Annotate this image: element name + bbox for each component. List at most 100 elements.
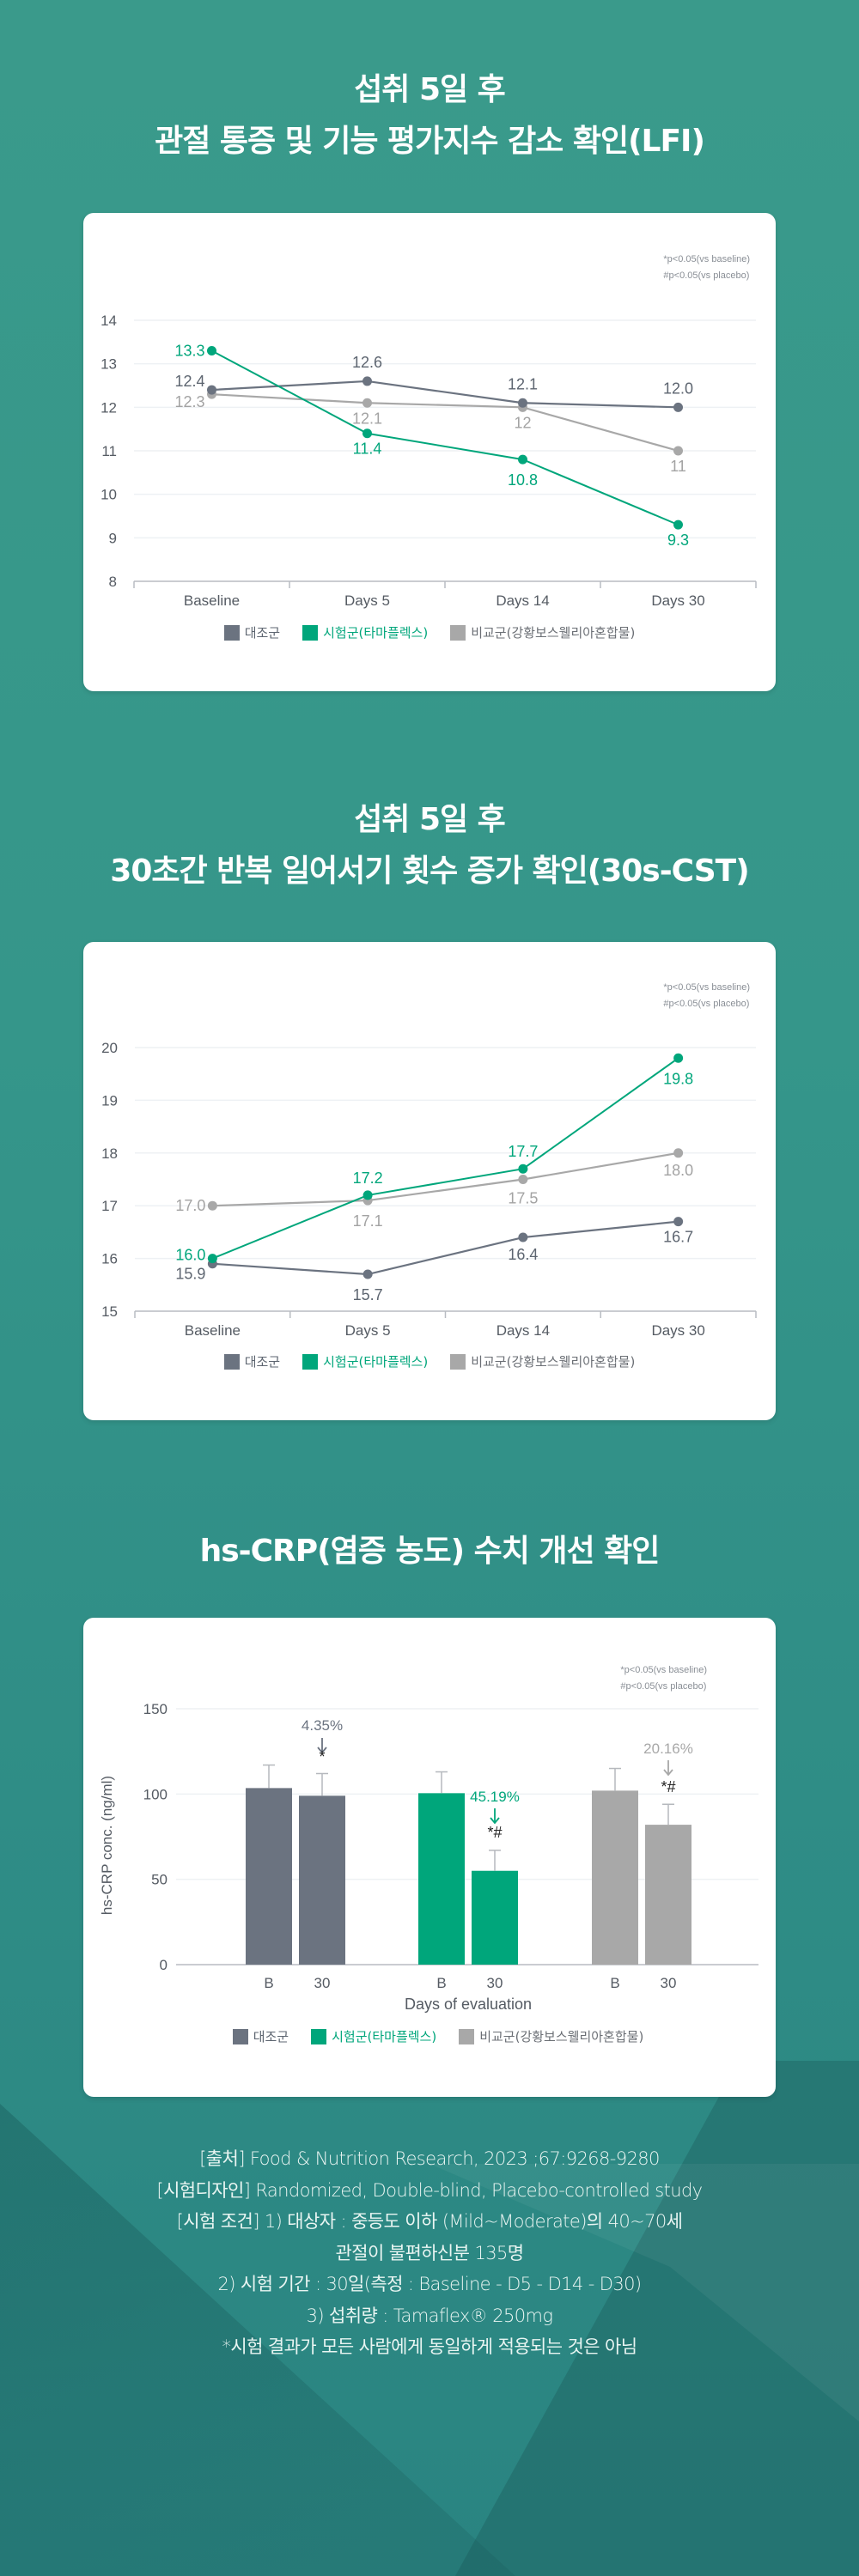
x-tick-label: Days 30	[651, 1322, 704, 1339]
study-conditions-subjects: [시험 조건] 1) 대상자 : 중등도 이하 (Mild~Moderate)의…	[176, 2211, 683, 2232]
data-point	[362, 428, 372, 439]
chart-legend: 대조군 시험군(타마플렉스) 비교군(강황보스웰리아혼합물)	[83, 1352, 776, 1370]
bar	[246, 1788, 292, 1965]
x-tick-label: 30	[661, 1975, 677, 1991]
line-chart-30s-cst: 15 16 17 18 19 20 Baseline Days 5 Days 14 Days 30…	[101, 1040, 757, 1339]
y-tick-label: 11	[101, 443, 117, 459]
title-line-1: 섭취 5일 후	[354, 72, 506, 107]
sig-note-placebo: #p<0.05(vs placebo)	[663, 270, 750, 281]
bar	[645, 1825, 691, 1965]
legend-swatch-test	[302, 1353, 319, 1370]
legend-item-test: 시험군(타마플렉스)	[302, 1352, 428, 1370]
x-tick-label: Days 30	[651, 592, 704, 609]
data-point	[518, 1175, 528, 1184]
y-tick-label: 14	[101, 313, 117, 329]
bar	[592, 1790, 638, 1965]
section-title-30s-cst: 섭취 5일 후 30초간 반복 일어서기 횟수 증가 확인(30s-CST)	[0, 794, 859, 897]
series-line	[212, 1151, 679, 1207]
section-title-lfi: 섭취 5일 후 관절 통증 및 기능 평가지수 감소 확인(LFI)	[0, 64, 859, 167]
data-label: 18.0	[663, 1162, 693, 1179]
legend-item-control: 대조군	[223, 1352, 281, 1370]
bar	[472, 1870, 518, 1965]
legend-swatch-comparison	[459, 2028, 475, 2044]
legend-item-comparison: 비교군(강황보스웰리아혼합물)	[450, 623, 635, 641]
series-line	[211, 1057, 679, 1260]
x-tick-label: Baseline	[184, 592, 240, 609]
y-tick-label: 100	[143, 1786, 168, 1802]
data-label: 17.2	[353, 1170, 383, 1187]
x-tick-label: 30	[487, 1975, 503, 1991]
data-point	[673, 446, 683, 456]
x-tick-label: B	[610, 1975, 619, 1991]
y-tick-label: 0	[160, 1957, 168, 1973]
y-tick-label: 150	[143, 1701, 168, 1717]
bar	[299, 1795, 345, 1965]
study-info-footer: [출처] Food & Nutrition Research, 2023 ;67…	[0, 2143, 859, 2363]
title-line-2: 관절 통증 및 기능 평가지수 감소 확인(LFI)	[155, 124, 705, 159]
y-tick-label: 18	[101, 1145, 118, 1162]
x-axis-label: Days of evaluation	[405, 1996, 532, 2013]
y-tick-label: 19	[101, 1092, 118, 1109]
legend-label-test: 시험군(타마플렉스)	[332, 2029, 437, 2044]
study-design: [시험디자인] Randomized, Double-blind, Placeb…	[156, 2179, 703, 2201]
legend-swatch-test	[311, 2028, 327, 2044]
legend-item-comparison: 비교군(강황보스웰리아혼합물)	[450, 1352, 635, 1370]
sig-note-placebo: #p<0.05(vs placebo)	[620, 1681, 707, 1692]
sig-note-baseline: *p<0.05(vs baseline)	[620, 1665, 707, 1675]
data-point	[673, 1148, 684, 1158]
y-tick-label: 13	[101, 356, 117, 373]
significance-note: *p<0.05(vs baseline) #p<0.05(vs placebo)	[620, 1662, 707, 1695]
data-label: 12.1	[508, 375, 538, 392]
legend-label-control: 대조군	[244, 625, 281, 641]
title-line-2: 30초간 반복 일어서기 횟수 증가 확인(30s-CST)	[110, 854, 749, 889]
data-point	[362, 398, 372, 408]
percent-change-label: 4.35%	[302, 1717, 343, 1734]
legend-label-comparison: 비교군(강황보스웰리아혼합물)	[471, 625, 636, 641]
chart-legend: 대조군 시험군(타마플렉스) 비교군(강황보스웰리아혼합물)	[83, 623, 776, 641]
data-label: 12.4	[174, 373, 204, 390]
x-tick-label: 30	[314, 1975, 331, 1991]
source-citation: [출처] Food & Nutrition Research, 2023 ;67…	[199, 2148, 660, 2169]
data-point	[207, 1254, 217, 1264]
y-tick-label: 8	[109, 574, 117, 590]
legend-item-test: 시험군(타마플렉스)	[311, 2027, 436, 2045]
data-label: 11	[670, 458, 686, 475]
bar-chart-hs-crp: 0 50 100 150 hs-CRP conc. (ng/ml) Days of eva…	[99, 1701, 758, 2013]
legend-swatch-control	[223, 1353, 240, 1370]
data-label: 19.8	[663, 1070, 693, 1087]
legend-label-comparison: 비교군(강황보스웰리아혼합물)	[471, 1354, 636, 1370]
series-line	[212, 1220, 679, 1276]
chart-legend: 대조군 시험군(타마플렉스) 비교군(강황보스웰리아혼합물)	[92, 2027, 784, 2045]
significance-note: *p<0.05(vs baseline) #p<0.05(vs placebo)	[663, 252, 750, 284]
section-title-hs-crp: hs-CRP(염증 농도) 수치 개선 확인	[0, 1526, 859, 1577]
significance-marker: *#	[487, 1824, 502, 1841]
y-tick-label: 15	[101, 1303, 118, 1320]
data-point	[673, 519, 683, 530]
data-label: 11.4	[353, 440, 382, 458]
data-point	[207, 385, 216, 395]
title: hs-CRP(염증 농도) 수치 개선 확인	[199, 1534, 661, 1569]
legend-swatch-test	[302, 624, 319, 641]
data-label: 17.0	[175, 1197, 205, 1214]
data-label: 16.4	[508, 1246, 538, 1263]
y-tick-label: 17	[101, 1198, 118, 1214]
percent-change-label: 20.16%	[643, 1741, 693, 1757]
legend-label-control: 대조군	[244, 1354, 281, 1370]
data-label: 15.9	[175, 1266, 205, 1283]
y-tick-label: 10	[101, 487, 117, 503]
bar	[418, 1793, 465, 1965]
x-tick-label: B	[436, 1975, 446, 1991]
legend-item-test: 시험군(타마플렉스)	[302, 623, 428, 641]
data-label: 10.8	[508, 471, 538, 489]
legend-swatch-control	[232, 2028, 248, 2044]
data-label: 12.0	[663, 380, 693, 397]
data-point	[673, 402, 683, 412]
data-label: 9.3	[667, 532, 689, 549]
y-tick-label: 50	[151, 1872, 168, 1888]
significance-marker: *#	[661, 1778, 675, 1795]
y-tick-label: 12	[101, 399, 117, 416]
data-label: 17.7	[508, 1143, 538, 1160]
x-tick-label: B	[264, 1975, 273, 1991]
legend-item-control: 대조군	[232, 2027, 289, 2045]
x-tick-label: Days 5	[345, 1322, 391, 1339]
